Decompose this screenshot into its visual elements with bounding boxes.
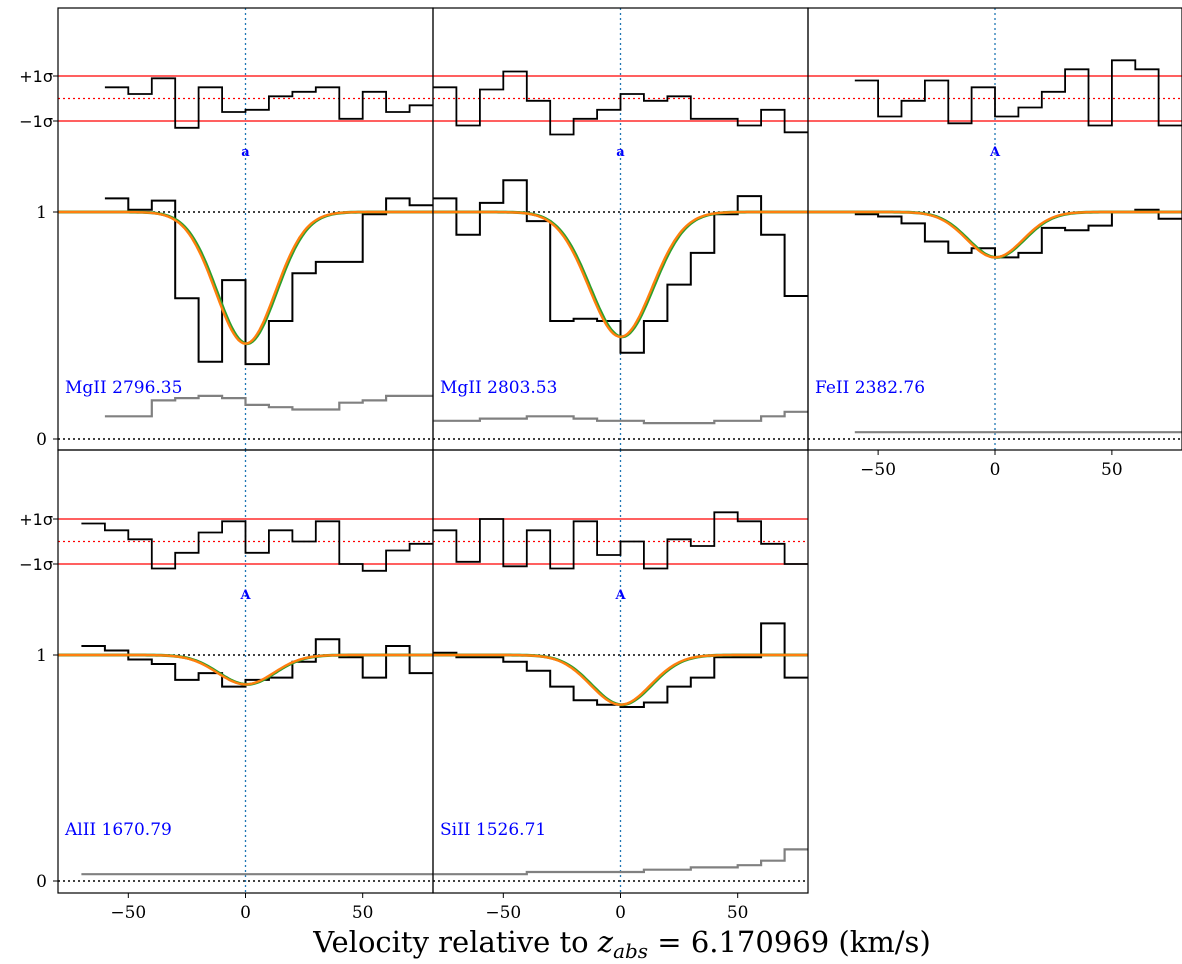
ion-label: SiII 1526.71 — [440, 820, 546, 840]
component-label: A — [989, 145, 1001, 160]
x-tick-label: −50 — [860, 460, 896, 480]
flux-spectrum — [81, 638, 433, 688]
x-tick-label: 50 — [352, 903, 374, 923]
residual-spectrum — [433, 70, 808, 136]
component-label: A — [239, 588, 251, 603]
model-profile-b — [58, 210, 433, 345]
panels-layer: a MgII 2796.35 1 0 +1σ −1σ a MgII 2803.53 A FeII … — [19, 7, 1182, 923]
panel-plot-area — [58, 8, 433, 450]
ion-label: MgII 2796.35 — [65, 378, 182, 398]
panel-plot-area — [808, 8, 1182, 450]
component-label: A — [614, 588, 626, 603]
panel-siii-152671: A SiII 1526.71 −50 0 50 — [432, 449, 809, 923]
residual-tick-label: +1σ — [19, 510, 53, 529]
y-tick-label: 1 — [36, 646, 47, 666]
model-profile-b — [433, 653, 808, 706]
model-profile-b — [808, 210, 1182, 259]
x-tick-label: −50 — [110, 903, 146, 923]
flux-spectrum — [104, 197, 433, 366]
model-profile-a — [433, 653, 808, 707]
x-tick-label: 0 — [615, 903, 626, 923]
error-spectrum — [433, 848, 808, 876]
ion-label: MgII 2803.53 — [440, 378, 557, 398]
x-tick-label: −50 — [485, 903, 521, 923]
residual-tick-label: −1σ — [19, 555, 53, 574]
x-tick-label: 50 — [727, 903, 749, 923]
residual-tick-label: −1σ — [19, 112, 53, 131]
panel-mgii-279635: a MgII 2796.35 1 0 +1σ −1σ — [19, 7, 434, 451]
error-spectrum — [104, 394, 433, 418]
ion-label: FeII 2382.76 — [815, 378, 925, 398]
panel-mgii-280353: a MgII 2803.53 — [432, 7, 809, 451]
panel-plot-area — [58, 450, 433, 893]
error-spectrum — [433, 410, 808, 425]
residual-spectrum — [433, 511, 808, 570]
x-tick-label: 0 — [990, 460, 1001, 480]
residual-spectrum — [854, 59, 1182, 127]
residual-spectrum — [104, 77, 433, 129]
panel-plot-area — [433, 8, 808, 450]
x-tick-label: 0 — [240, 903, 251, 923]
residual-tick-label: +1σ — [19, 67, 53, 86]
residual-spectrum — [81, 520, 433, 572]
y-tick-label: 1 — [36, 203, 47, 223]
flux-spectrum — [854, 208, 1182, 259]
component-label: a — [241, 145, 250, 160]
x-axis-label: Velocity relative to zabs = 6.170969 (km… — [312, 925, 931, 963]
model-profile-b — [433, 210, 808, 339]
panel-plot-area — [433, 450, 808, 893]
panel-feii-238276: A FeII 2382.76 −50 0 50 — [807, 7, 1182, 480]
flux-spectrum — [433, 179, 808, 354]
x-tick-label: 50 — [1101, 460, 1123, 480]
component-label: a — [616, 145, 625, 160]
ion-label: AlII 1670.79 — [64, 820, 172, 840]
y-tick-label: 0 — [36, 872, 47, 892]
panel-alii-167079: A AlII 1670.79 1 0 +1σ −1σ −50 0 50 — [19, 449, 434, 923]
model-profile-b — [58, 653, 433, 686]
y-tick-label: 0 — [36, 430, 47, 450]
